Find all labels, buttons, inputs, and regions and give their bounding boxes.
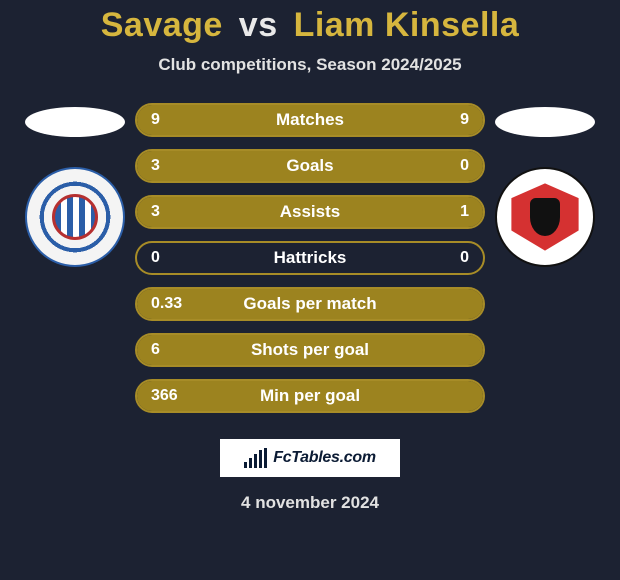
stat-row: 99Matches xyxy=(135,103,485,137)
stat-row: 00Hattricks xyxy=(135,241,485,275)
title-player1: Savage xyxy=(101,6,223,44)
player2-photo-placeholder xyxy=(495,107,595,137)
stat-label: Goals xyxy=(137,156,483,176)
stat-row: 366Min per goal xyxy=(135,379,485,413)
stat-label: Hattricks xyxy=(137,248,483,268)
right-side xyxy=(495,103,595,267)
comparison-panel: 99Matches 30Goals 31Assists 00Hattricks 0.33… xyxy=(0,103,620,413)
stat-label: Shots per goal xyxy=(137,340,483,360)
left-side xyxy=(25,103,125,267)
footer-date: 4 november 2024 xyxy=(0,493,620,513)
stat-label: Goals per match xyxy=(137,294,483,314)
page-title: Savage vs Liam Kinsella xyxy=(0,0,620,45)
cheltenham-crest-icon xyxy=(495,167,595,267)
stat-row: 0.33Goals per match xyxy=(135,287,485,321)
stat-row: 6Shots per goal xyxy=(135,333,485,367)
stat-label: Matches xyxy=(137,110,483,130)
stat-label: Min per goal xyxy=(137,386,483,406)
fctables-logo: FcTables.com xyxy=(220,439,400,477)
stat-row: 30Goals xyxy=(135,149,485,183)
title-player2: Liam Kinsella xyxy=(294,6,520,44)
reading-crest-icon xyxy=(25,167,125,267)
subtitle: Club competitions, Season 2024/2025 xyxy=(0,55,620,75)
footer-site-name: FcTables.com xyxy=(273,449,376,467)
stat-label: Assists xyxy=(137,202,483,222)
stats-list: 99Matches 30Goals 31Assists 00Hattricks 0.33… xyxy=(135,103,485,413)
title-vs: vs xyxy=(239,6,278,44)
stat-row: 31Assists xyxy=(135,195,485,229)
player1-photo-placeholder xyxy=(25,107,125,137)
logo-bars-icon xyxy=(244,448,267,468)
